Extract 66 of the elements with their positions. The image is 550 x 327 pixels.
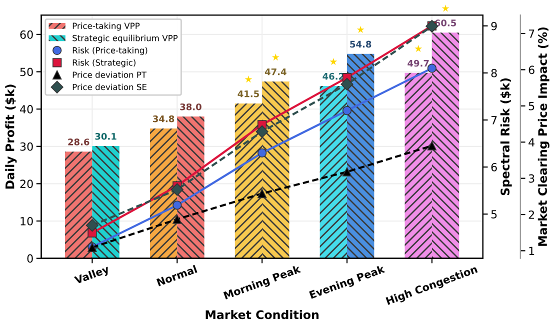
data-label: 49.7 (408, 60, 429, 67)
y2-tick-label: 8 (491, 68, 497, 78)
y3-tick-label: 5 (528, 102, 534, 110)
point (172, 214, 182, 224)
text: ★ (442, 4, 450, 12)
bar (234, 103, 262, 258)
bar (92, 146, 120, 258)
x-axis-title: Market Condition (206, 310, 319, 320)
y-tick-label: 40 (20, 105, 33, 114)
point (340, 78, 354, 91)
annotation: ★ (244, 76, 252, 83)
y2-tick-label: 9 (491, 22, 497, 30)
y-tick-label: 30 (20, 142, 33, 151)
data-label: 34.8 (153, 115, 174, 122)
point (342, 167, 352, 176)
legend-label: Risk (Strategic) (72, 59, 136, 68)
y-tick-label: 10 (20, 216, 33, 226)
legend-label: Price deviation PT (72, 71, 147, 78)
legend-label: Strategic equilibrium VPP (72, 34, 178, 43)
y3-tick-label: 1 (529, 246, 534, 255)
bar (177, 116, 204, 258)
data-label: 47.4 (264, 68, 286, 76)
y3-tick-label: 4 (528, 138, 534, 146)
data-label: 41.5 (238, 90, 259, 98)
y3-tick-label: 6 (528, 66, 534, 74)
point (86, 219, 99, 232)
legend-label: Price deviation SE (72, 84, 146, 90)
point (342, 106, 352, 116)
y2-tick-label: 5 (491, 210, 497, 218)
y-tick-label: 50 (20, 68, 33, 76)
legend-label: Price-taking VPP (72, 22, 140, 31)
point (427, 64, 437, 73)
y3-tick-label: 3 (528, 174, 534, 183)
legend-label: Risk (Price-taking) (72, 47, 148, 56)
y2-tick-label: 6 (491, 163, 497, 172)
bar (432, 32, 460, 258)
data-label: 38.0 (180, 103, 202, 110)
y3-tick-label: 2 (528, 210, 534, 219)
y3-axis-title: Market Clearing Price Impact (%) (538, 27, 550, 246)
point (170, 183, 184, 196)
bar (347, 54, 374, 258)
data-label: 54.8 (350, 40, 372, 48)
point (256, 125, 268, 138)
bar (262, 81, 290, 258)
point (257, 188, 267, 198)
point (257, 148, 267, 158)
data-label: 28.6 (68, 138, 90, 146)
y-axis-title: Daily Profit ($k) (5, 84, 17, 189)
annotation: ★ (272, 54, 280, 61)
y3-tick-label: 7 (528, 30, 534, 38)
point (172, 200, 182, 210)
y-tick-label: 60 (20, 30, 33, 39)
annotation: ★ (330, 58, 338, 66)
bar (404, 72, 432, 258)
bar (320, 86, 348, 258)
y-tick-label: 20 (20, 180, 33, 188)
bar (65, 152, 92, 258)
bar (150, 128, 178, 258)
annotation: ★ (356, 26, 364, 33)
data-label: 30.1 (95, 132, 116, 140)
y-tick-label: 0 (27, 254, 33, 263)
y2-axis-title: Spectral Risk ($k) (500, 78, 512, 196)
y2-tick-label: 7 (491, 116, 497, 124)
point (427, 141, 437, 150)
annotation: ★ (414, 44, 422, 52)
x-tick-label: Valley (74, 264, 110, 286)
